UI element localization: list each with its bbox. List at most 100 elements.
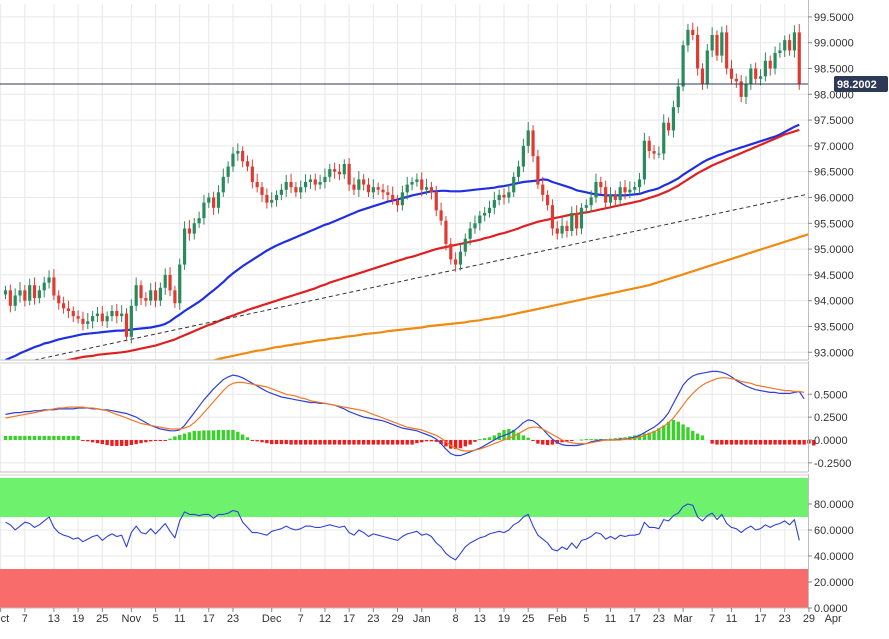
candle-body <box>715 34 719 56</box>
x-tick-label: 5 <box>152 613 158 625</box>
macd-histogram-bar <box>332 439 337 445</box>
candle-body <box>61 303 66 309</box>
candle-body <box>153 290 158 301</box>
macd-histogram-bar <box>405 439 409 445</box>
candle-body <box>366 184 371 193</box>
x-tick-label: 17 <box>343 613 355 625</box>
candle-body <box>284 182 288 190</box>
macd-histogram-bar <box>303 439 308 445</box>
signal-line <box>5 377 805 452</box>
macd-histogram-bar <box>265 439 269 444</box>
macd-histogram-bar <box>216 429 221 440</box>
candle-body <box>686 29 690 46</box>
macd-histogram-bar <box>149 439 153 442</box>
candle-body <box>197 218 201 224</box>
candle-body <box>768 60 772 69</box>
candle-body <box>81 318 85 324</box>
x-tick-label: 25 <box>96 613 108 625</box>
candle-body <box>773 53 777 69</box>
candle-body <box>560 225 564 234</box>
macd-histogram-bar <box>565 439 569 442</box>
candle-body <box>207 197 211 203</box>
macd-histogram-bar <box>187 432 192 440</box>
x-tick-label: 29 <box>391 613 403 625</box>
candle-body <box>521 145 525 167</box>
x-tick-label: Nov <box>122 613 142 625</box>
candle-body <box>158 287 162 301</box>
macd-histogram-bar <box>323 439 327 445</box>
y-tick-label: 0.5000 <box>814 389 848 401</box>
macd-histogram-bar <box>579 439 584 441</box>
candle-body <box>71 310 75 317</box>
candle-body <box>18 290 22 296</box>
macd-histogram-bar <box>119 439 124 446</box>
candle-body <box>434 192 438 211</box>
candle-body <box>608 194 613 203</box>
candle-body <box>744 83 748 97</box>
candle-body <box>420 179 424 190</box>
macd-histogram-bar <box>18 435 22 440</box>
candle-body <box>671 107 676 131</box>
macd-histogram-bar <box>516 432 521 440</box>
candle-body <box>23 290 27 301</box>
candle-body <box>400 192 404 206</box>
candle-body <box>526 130 530 146</box>
macd-histogram-bar <box>739 439 743 445</box>
macd-histogram-bar <box>129 439 134 446</box>
candle-body <box>555 228 559 234</box>
x-tick-label: 23 <box>779 613 791 625</box>
macd-histogram-bar <box>192 430 196 440</box>
candle-body <box>700 68 705 84</box>
macd-histogram-bar <box>686 427 690 440</box>
macd-histogram-bar <box>95 439 100 444</box>
macd-histogram-bar <box>153 439 158 441</box>
candle-body <box>57 295 61 304</box>
y-tick-label: 94.0000 <box>814 296 854 308</box>
macd-histogram-bar <box>3 435 8 440</box>
macd-histogram-bar <box>163 439 167 441</box>
candle-body <box>541 184 545 195</box>
candle-body <box>182 228 187 265</box>
candle-body <box>444 220 448 244</box>
candle-body <box>584 205 588 208</box>
y-tick-label: 0.0000 <box>814 603 848 615</box>
macd-histogram-bar <box>391 439 395 445</box>
macd-histogram-bar <box>144 439 148 443</box>
candle-body <box>487 207 492 213</box>
candle-body <box>657 153 661 155</box>
y-tick-label: 96.0000 <box>814 192 854 204</box>
candle-body <box>725 32 729 69</box>
macd-histogram-bar <box>453 439 458 450</box>
candle-body <box>507 192 511 198</box>
candle-body <box>642 140 646 180</box>
candle-body <box>13 295 17 306</box>
candle-body <box>720 32 724 56</box>
candle-body <box>66 308 71 311</box>
macd-histogram-bar <box>352 439 356 445</box>
candle-body <box>550 205 555 229</box>
candle-body <box>705 50 709 84</box>
x-tick-label: 29 <box>803 613 815 625</box>
macd-histogram-bar <box>720 439 724 445</box>
macd-histogram-bar <box>589 439 593 441</box>
candle-body <box>691 29 695 35</box>
macd-histogram-bar <box>23 435 27 440</box>
candle-body <box>395 200 400 206</box>
candle-body <box>783 40 787 51</box>
macd-histogram-bar <box>754 439 758 445</box>
macd-histogram-bar <box>439 439 443 445</box>
macd-histogram-bar <box>783 439 787 445</box>
candle-body <box>739 81 743 97</box>
candle-body <box>91 316 95 322</box>
candle-body <box>347 163 351 185</box>
x-tick-label: 11 <box>726 613 737 625</box>
candle-body <box>279 189 283 195</box>
candle-body <box>502 194 506 198</box>
x-tick-label: 19 <box>72 613 84 625</box>
candle-body <box>381 189 385 193</box>
macd-histogram-bar <box>468 439 472 445</box>
candle-body <box>589 197 593 206</box>
macd-histogram-bar <box>240 434 245 440</box>
candle-body <box>352 184 356 190</box>
macd-histogram-bar <box>61 435 66 440</box>
